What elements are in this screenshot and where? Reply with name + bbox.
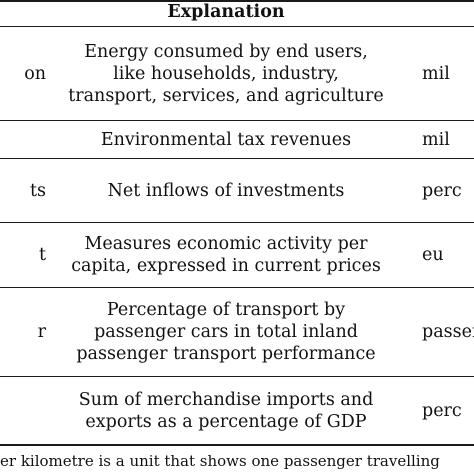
row-1-explanation: Energy consumed by end users, like house… [68, 42, 384, 106]
row-6-indicator [0, 377, 46, 444]
row-5-unit: passen [422, 322, 474, 342]
row-3-indicator: ts [29, 180, 46, 201]
row-5-explanation: Percentage of transport by passenger car… [76, 300, 376, 364]
row-6-unit: perc [422, 400, 462, 421]
row-divider [0, 222, 474, 223]
row-3-unit: perc [422, 180, 462, 201]
column-header-explanation: Explanation [46, 0, 406, 24]
header-text: Explanation [167, 2, 285, 22]
row-4-indicator: t [38, 245, 46, 265]
row-1-indicator: on [24, 64, 46, 84]
row-3-explanation: Net inflows of investments [107, 180, 345, 201]
row-4-unit: eu [422, 245, 444, 265]
row-divider [0, 158, 474, 159]
row-4-explanation: Measures economic activity per capita, e… [71, 234, 381, 276]
row-2-indicator [0, 121, 46, 158]
row-5-indicator: r [37, 322, 46, 342]
row-2-explanation: Environmental tax revenues [100, 129, 352, 150]
table-top-rule [0, 0, 474, 2]
table-bottom-rule [0, 444, 474, 446]
row-divider [0, 287, 474, 288]
header-rule [0, 26, 474, 27]
row-divider [0, 376, 474, 377]
row-divider [0, 120, 474, 121]
row-6-explanation: Sum of merchandise imports and exports a… [78, 389, 374, 432]
table-footnote: er kilometre is a unit that shows one pa… [0, 452, 440, 470]
row-2-unit: mil [422, 129, 450, 150]
row-1-unit: mil [422, 64, 450, 84]
